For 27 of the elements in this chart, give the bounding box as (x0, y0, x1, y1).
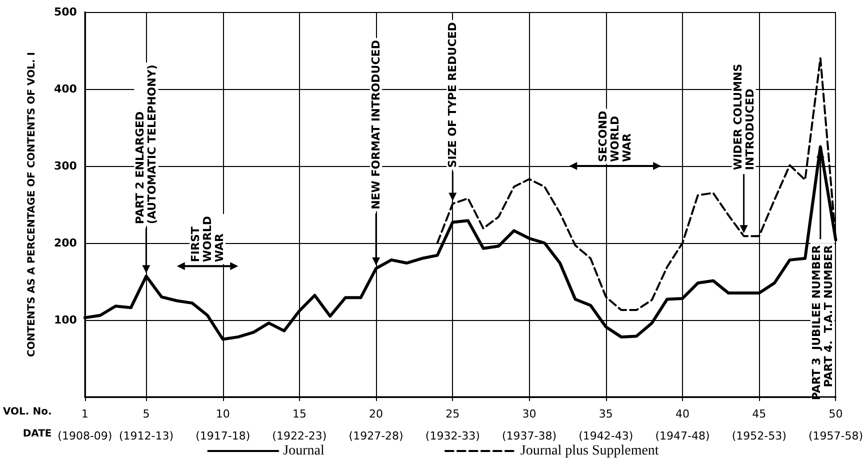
legend-label: Journal plus Supplement (520, 444, 659, 458)
y-tick-label: 200 (54, 236, 78, 250)
y-tick-label: 300 (54, 160, 78, 172)
x-tick-label: 45 (1952-53) (732, 408, 786, 442)
x-tick-label: 35 (1942-43) (578, 408, 634, 442)
x-tick-label: 1 (1908-09) (58, 408, 112, 442)
x-tick-label: 30 (1937-38) (502, 408, 557, 442)
y-tick-label: 400 (54, 82, 78, 96)
x-tick-label: 50 (1957-58) (808, 408, 863, 442)
x-tick-label: 25 (1932-33) (425, 408, 480, 442)
annotation: NEW FORMAT INTRODUCED (370, 40, 383, 210)
annotation: SIZE OF TYPE REDUCED (446, 22, 460, 168)
x-tick-label: 10 (1917-18) (196, 408, 250, 442)
x-tick-label: 5 (1912-13) (118, 408, 174, 442)
annotation: PART 3 JUBILEE NUMBER PART 4. T.A.T NUMBER (810, 244, 835, 400)
y-tick-label: 100 (54, 314, 78, 326)
annotation: FIRST WORLD WAR (189, 216, 226, 262)
x-tick-label: 40 (1947-48) (655, 408, 710, 442)
x-tick-label: 15 (1922-23) (272, 408, 327, 442)
y-axis-title: CONTENTS AS A PERCENTAGE OF CONTENTS OF VOL. I (26, 52, 38, 357)
annotation: SECOND WORLD WAR (596, 110, 634, 162)
x-axis-title: VOL. No. DATE (2, 406, 52, 440)
y-tick-label: 500 (54, 6, 78, 18)
x-tick-label: 20 (1927-28) (348, 408, 404, 442)
legend-label: Journal (283, 444, 324, 458)
annotation: WIDER COLUMNS INTRODUCED (731, 64, 756, 170)
annotation: PART 2 ENLARGED (AUTOMATIC TELEPHONY) (134, 64, 159, 224)
